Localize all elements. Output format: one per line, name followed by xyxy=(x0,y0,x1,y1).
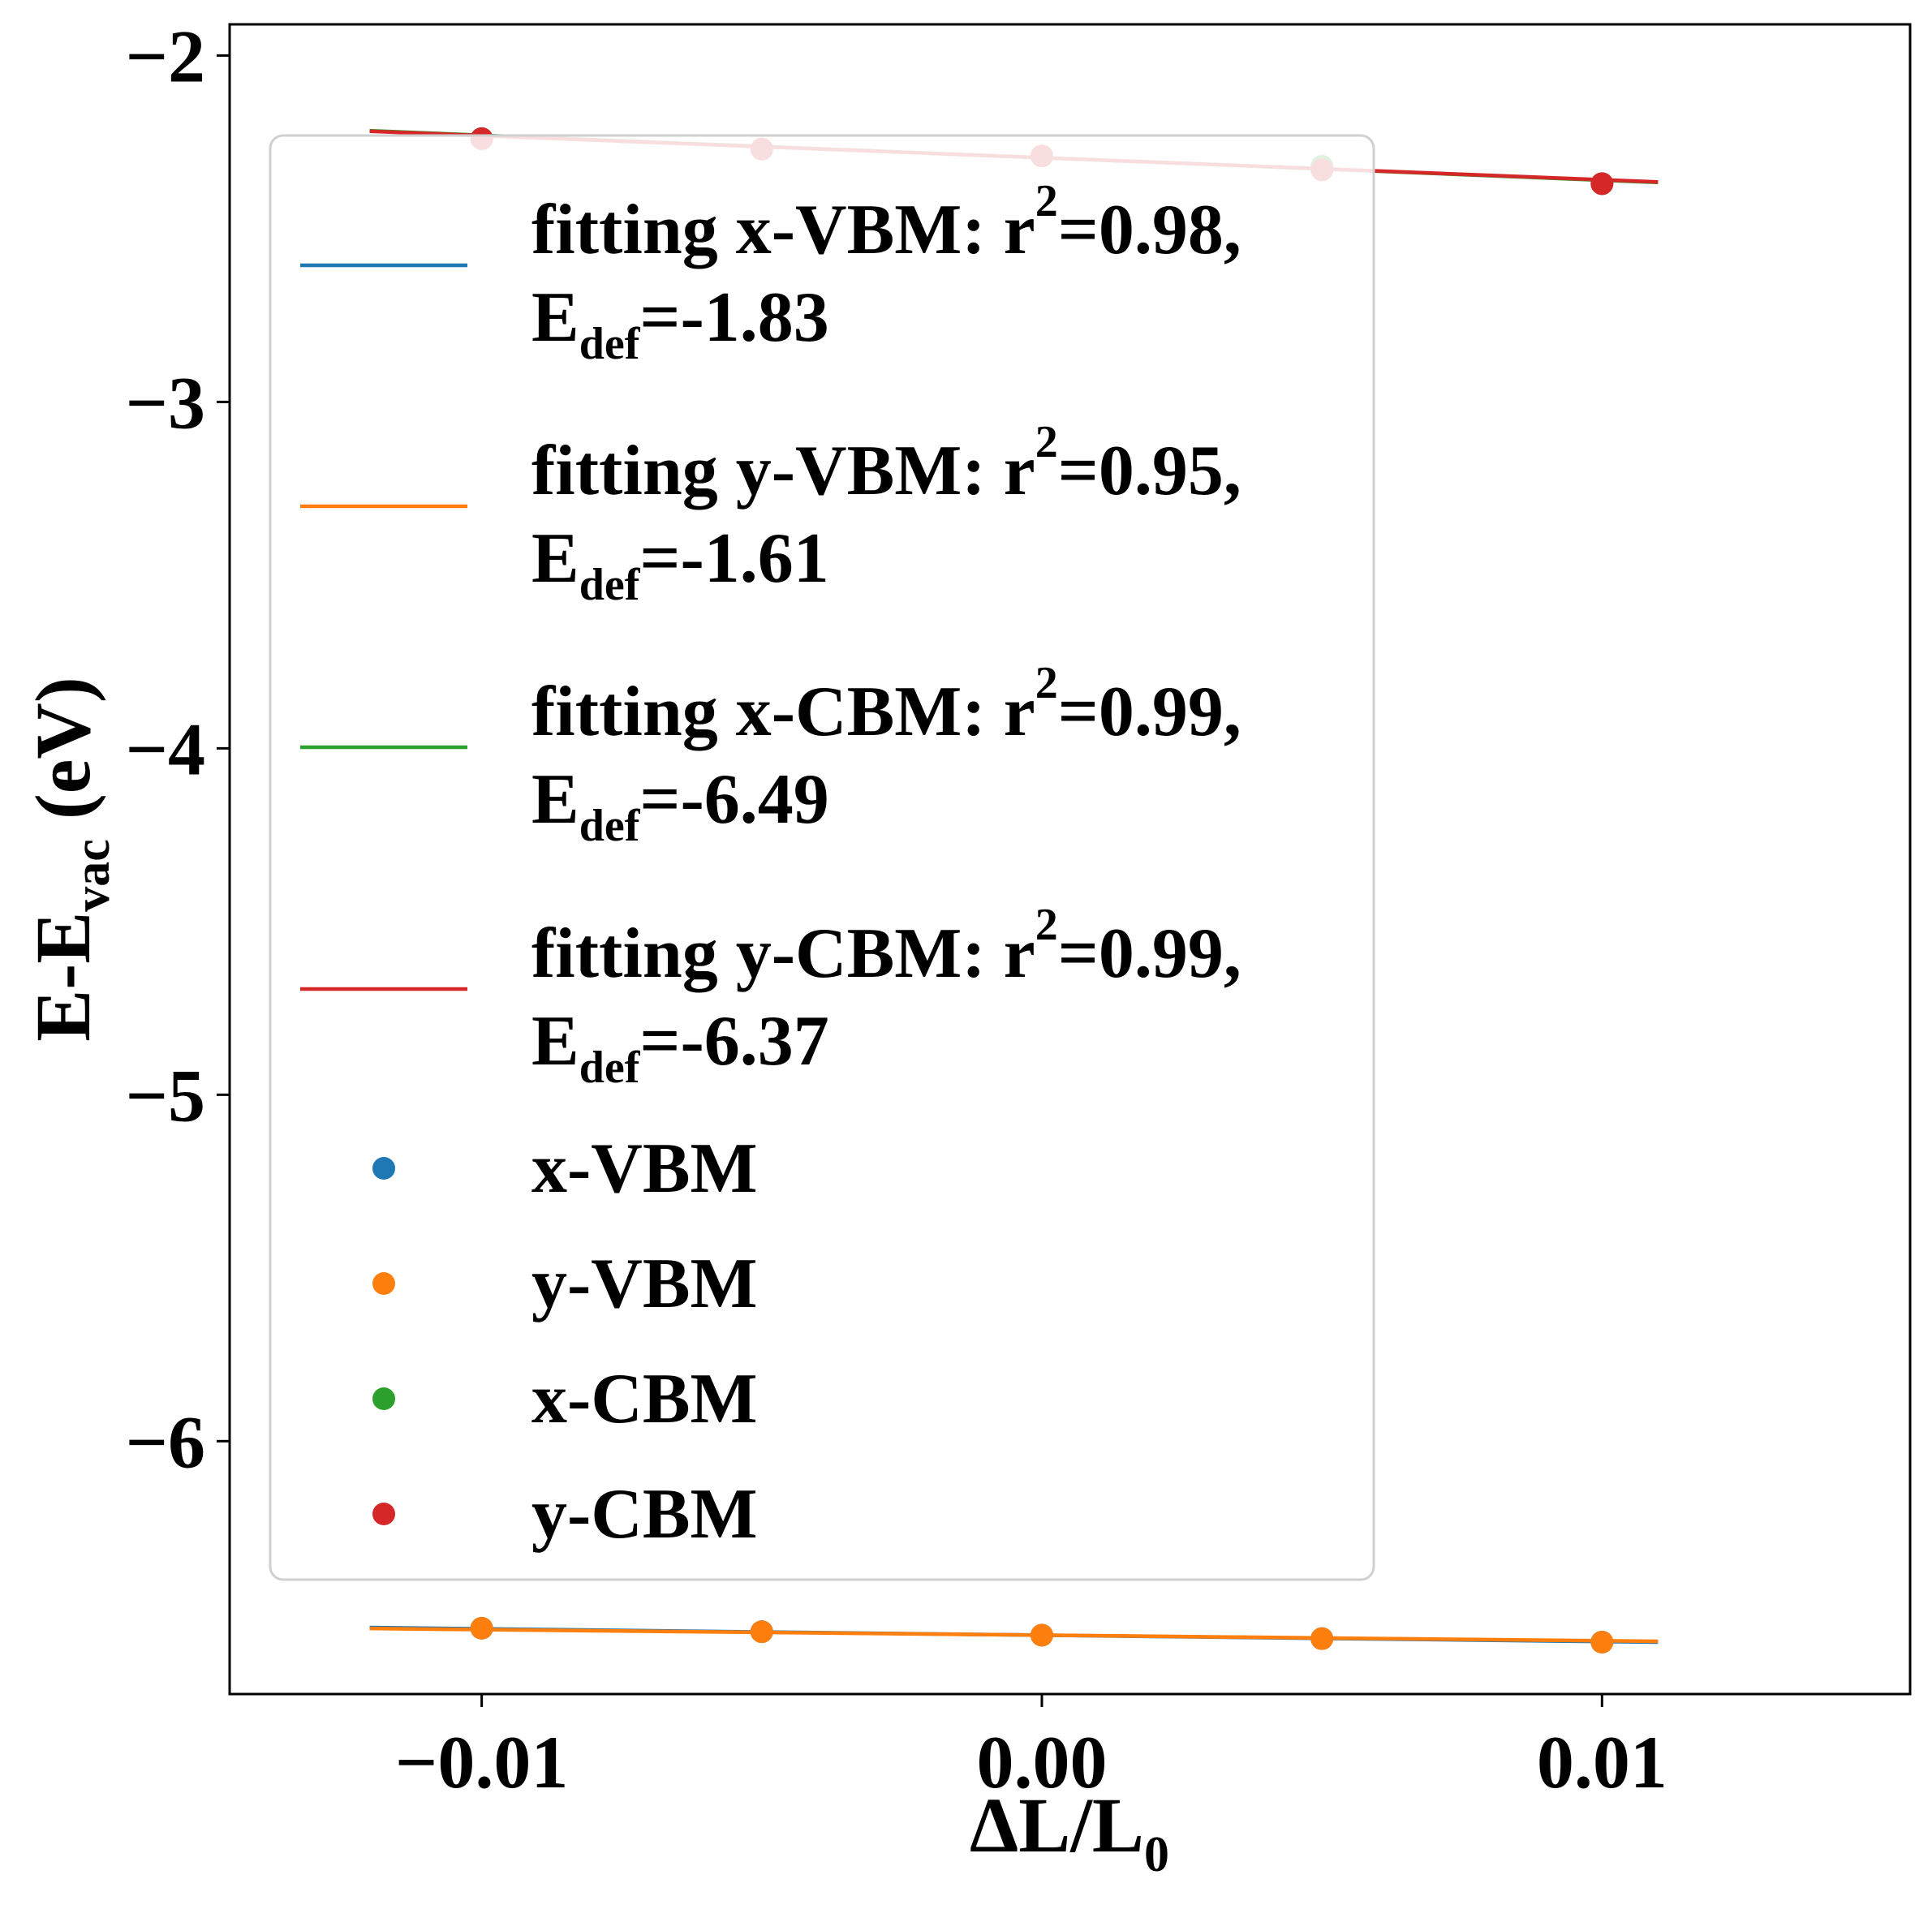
x-axis-label-subscript: 0 xyxy=(1144,1827,1169,1882)
legend-fit-r2-exponent: 2 xyxy=(1035,900,1058,950)
legend-fit-label: fitting x-CBM: r2=0.99, xyxy=(531,658,1241,751)
legend-edef-symbol: E xyxy=(531,760,579,839)
axes-frame xyxy=(228,23,1912,1696)
legend-fit-r2-value: =0.99, xyxy=(1058,673,1241,751)
legend-edef-value: =-1.83 xyxy=(639,278,828,357)
legend-point-label: y-VBM xyxy=(531,1245,758,1323)
legend-point-label: y-CBM xyxy=(531,1475,758,1554)
x-tick-label: 0.00 xyxy=(976,1721,1107,1804)
data-point xyxy=(1030,1623,1053,1647)
legend-marker xyxy=(372,1503,395,1525)
legend-edef-subscript: def xyxy=(579,319,641,369)
legend-fit-edef: Edef=-6.49 xyxy=(531,760,829,851)
x-axis-label-main: ΔL/L xyxy=(970,1782,1144,1868)
legend-fit-r2-exponent: 2 xyxy=(1035,176,1058,226)
legend-fit-r2-value: =0.98, xyxy=(1058,191,1241,269)
data-point xyxy=(470,1616,493,1640)
legend-fit-text: fitting y-VBM: r xyxy=(531,432,1035,510)
y-tick-label: −5 xyxy=(126,1054,205,1137)
legend-edef-symbol: E xyxy=(531,278,579,357)
legend-fit-edef: Edef=-6.37 xyxy=(531,1002,829,1093)
y-tick-label: −6 xyxy=(126,1400,205,1483)
y-tick-label: −2 xyxy=(126,15,205,97)
legend: fitting x-VBM: r2=0.98, Edef=-1.83 fitti… xyxy=(269,134,1375,1581)
legend-fit-text: fitting y-CBM: r xyxy=(531,914,1035,993)
legend-edef-subscript: def xyxy=(579,801,641,851)
data-point xyxy=(1590,1630,1614,1653)
y-axis-label: E-Evac (eV) xyxy=(19,677,120,1041)
y-tick-label: −3 xyxy=(126,361,205,444)
legend-point-label: x-VBM xyxy=(531,1129,758,1208)
legend-marker xyxy=(372,1387,395,1410)
legend-fit-r2-exponent: 2 xyxy=(1035,658,1058,708)
axis-ticks: −0.01 0.00 0.01 −2 −3 −4 −5 −6 xyxy=(126,15,1667,1804)
y-tick-label: −4 xyxy=(126,707,205,790)
legend-fit-r2-value: =0.95, xyxy=(1058,432,1241,510)
legend-marker xyxy=(372,1272,395,1295)
legend-edef-symbol: E xyxy=(531,1002,579,1081)
legend-point-label: x-CBM xyxy=(531,1360,758,1438)
legend-fit-r2-value: =0.99, xyxy=(1058,914,1241,993)
legend-edef-value: =-6.49 xyxy=(639,760,828,839)
data-point xyxy=(750,1620,773,1644)
y-axis-label-subscript: vac xyxy=(65,839,120,912)
legend-fit-r2-exponent: 2 xyxy=(1035,417,1058,467)
legend-fit-edef: Edef=-1.83 xyxy=(531,278,829,369)
fit-line xyxy=(369,1626,1659,1644)
legend-fit-edef: Edef=-1.61 xyxy=(531,519,829,610)
legend-frame xyxy=(269,134,1375,1581)
legend-edef-subscript: def xyxy=(579,1043,641,1093)
legend-fit-text: fitting x-VBM: r xyxy=(531,191,1035,269)
data-point xyxy=(1310,1627,1334,1650)
x-tick-label: 0.01 xyxy=(1537,1721,1667,1804)
legend-fit-text: fitting x-CBM: r xyxy=(531,673,1035,751)
data-point xyxy=(1590,172,1614,196)
legend-edef-symbol: E xyxy=(531,519,579,598)
x-tick-label: −0.01 xyxy=(395,1721,568,1804)
legend-marker xyxy=(372,1157,395,1180)
legend-fit-label: fitting y-VBM: r2=0.95, xyxy=(531,417,1241,510)
legend-edef-subscript: def xyxy=(579,560,641,610)
x-axis-label: ΔL/L0 xyxy=(970,1782,1169,1882)
legend-fit-label: fitting y-CBM: r2=0.99, xyxy=(531,900,1241,993)
legend-edef-value: =-6.37 xyxy=(639,1002,828,1081)
legend-edef-value: =-1.61 xyxy=(639,519,828,598)
legend-fit-label: fitting x-VBM: r2=0.98, xyxy=(531,176,1241,269)
y-axis-label-unit: (eV) xyxy=(19,677,106,839)
y-axis-label-main: E-E xyxy=(19,912,106,1042)
